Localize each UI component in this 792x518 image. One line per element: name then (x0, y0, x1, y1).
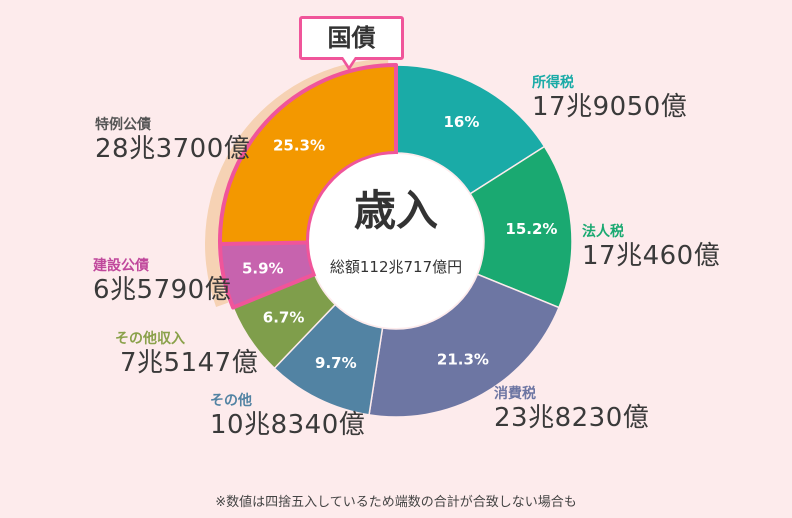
slice-amount: 23兆8230億 (494, 403, 650, 433)
slice-amount: 17兆460億 (582, 241, 721, 271)
percent-label-4: 6.7% (263, 309, 305, 327)
slice-name: 特例公債 (95, 117, 151, 133)
label-hojinzei: 法人税 17兆460億 (582, 223, 720, 271)
label-sonota: その他 10兆8340億 (180, 392, 366, 440)
label-sonota-shunyu: その他収入 7兆5147億 (115, 330, 258, 378)
chart-total: 総額112兆717億円 (329, 258, 463, 276)
kokusai-callout: 国債 (299, 16, 404, 60)
label-shohizei: 消費税 23兆8230億 (494, 385, 649, 433)
percent-label-1: 15.2% (505, 220, 557, 238)
percent-label-5: 5.9% (242, 259, 284, 277)
slice-amount: 17兆9050億 (532, 92, 688, 122)
kokusai-callout-tail-inner (343, 57, 355, 66)
highlight-divider (219, 240, 309, 247)
slice-amount: 28兆3700億 (95, 134, 251, 164)
label-tokurei-kosai: 特例公債 28兆3700億 (95, 116, 250, 164)
slice-name: 所得税 (532, 75, 574, 91)
percent-label-0: 16% (444, 113, 480, 131)
percent-label-3: 9.7% (315, 354, 357, 372)
slice-2 (368, 273, 560, 418)
slice-name: 法人税 (582, 224, 624, 240)
label-kensetsu-kosai: 建設公債 6兆5790億 (93, 257, 231, 305)
slice-amount: 7兆5147億 (120, 348, 259, 378)
slice-name: 建設公債 (93, 258, 149, 274)
highlight-outline (218, 63, 398, 310)
donut-center (309, 154, 483, 328)
footnote: ※数値は四捨五入しているため端数の合計が合致しない場合も (215, 495, 577, 510)
slice-amount: 10兆8340億 (210, 410, 366, 440)
slice-amount: 6兆5790億 (93, 275, 232, 305)
chart-title: 歳入 (353, 186, 438, 235)
slice-1 (469, 145, 573, 309)
slice-name: 消費税 (494, 386, 536, 402)
slice-name: その他 (210, 393, 252, 409)
slice-name: その他収入 (115, 331, 185, 347)
percent-label-6: 25.3% (273, 137, 325, 155)
label-shotokuzei: 所得税 17兆9050億 (532, 74, 687, 122)
percent-label-2: 21.3% (437, 350, 489, 368)
